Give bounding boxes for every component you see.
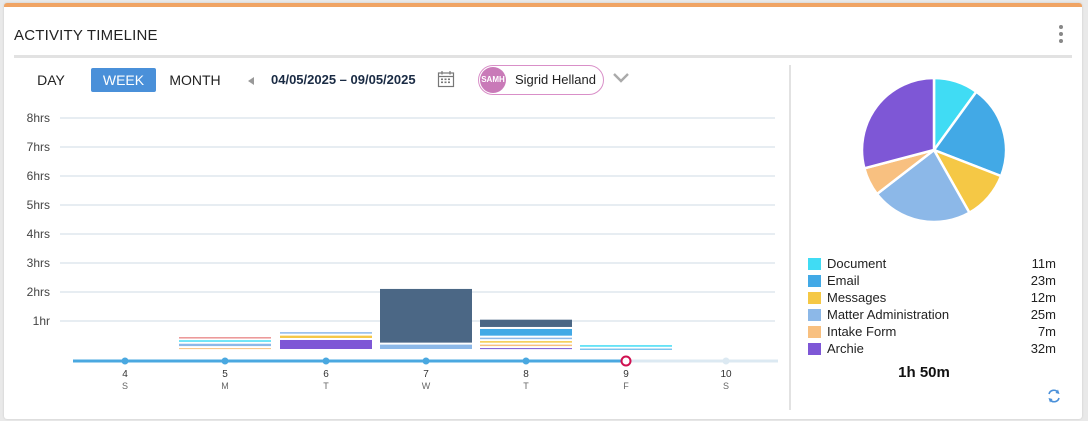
legend-item-intake-form: Intake Form 7m [806,324,1056,341]
legend-value: 25m [1030,307,1056,322]
legend-value: 23m [1030,273,1056,288]
x-tick-date: 8 [523,369,529,380]
legend-item-email: Email 23m [806,273,1056,290]
legend-value: 12m [1030,290,1056,305]
legend-label: Intake Form [827,324,897,339]
timeline-marker [522,357,530,365]
tab-day[interactable]: DAY [37,72,65,88]
y-tick-label: 4hrs [27,227,50,241]
x-tick-date: 10 [720,369,732,380]
calendar-icon[interactable] [437,70,455,88]
legend-swatch [808,309,821,321]
date-range: 04/05/2025 – 09/05/2025 [271,72,416,87]
bar-segment [580,345,672,347]
timeline-marker [322,357,330,365]
pie-slice [875,148,972,224]
legend-swatch [808,258,821,270]
x-tick-date: 5 [222,369,228,380]
legend-label: Messages [827,290,887,305]
legend-label: Archie [827,341,864,356]
y-tick-label: 3hrs [27,256,50,270]
bar-segment [480,341,572,343]
legend-value: 7m [1037,324,1056,339]
y-tick-label: 2hrs [27,285,50,299]
bar-segment [179,340,271,342]
kebab-menu-icon[interactable] [1058,25,1064,45]
x-tick-date: 9 [623,369,629,380]
bar-segment [380,288,472,343]
pie-legend: Document 11m Email 23m Messages 12m Matter … [806,256,1056,358]
x-tick-weekday: T [523,381,529,391]
legend-item-messages: Messages 12m [806,290,1056,307]
timeline-marker [422,357,430,365]
y-tick-label: 6hrs [27,169,50,183]
bar-segment [280,335,372,338]
x-tick-weekday: W [422,381,431,391]
bar-segment [179,343,271,347]
bar-segment [280,332,372,334]
widget-title: ACTIVITY TIMELINE [14,27,158,44]
timeline-marker [221,357,229,365]
legend-item-matter-administration: Matter Administration 25m [806,307,1056,324]
bar-segment [179,337,271,339]
bar-segment [480,344,572,347]
header-divider [14,55,1072,58]
x-tick-weekday: S [122,381,128,391]
y-tick-label: 5hrs [27,198,50,212]
legend-item-document: Document 11m [806,256,1056,273]
legend-swatch [808,275,821,287]
chevron-left-icon[interactable] [248,77,254,85]
y-tick-label: 7hrs [27,140,50,154]
x-tick-weekday: S [723,381,729,391]
refresh-icon[interactable] [1046,388,1062,404]
legend-label: Document [827,256,887,271]
bar-segment [480,328,572,336]
total-time: 1h 50m [898,364,950,381]
legend-swatch [808,292,821,304]
x-tick-date: 6 [323,369,329,380]
x-tick-weekday: F [623,381,629,391]
legend-value: 11m [1031,256,1056,271]
pie-slice [860,76,936,170]
y-tick-label: 8hrs [27,111,50,125]
bar-segment [580,348,672,350]
x-tick-date: 4 [122,369,128,380]
chevron-down-icon[interactable] [612,72,630,84]
panel-divider [789,65,791,410]
bar-segment [480,319,572,327]
x-tick-date: 7 [423,369,429,380]
legend-label: Email [827,273,860,288]
x-tick-weekday: T [323,381,329,391]
pie-slice [932,90,1008,178]
legend-swatch [808,343,821,355]
legend-swatch [808,326,821,338]
bar-segment [280,339,372,349]
timeline-marker [121,357,129,365]
legend-item-archie: Archie 32m [806,341,1056,358]
bar-segment [480,348,572,350]
avatar: SAMH [480,67,506,93]
bar-segment [179,348,271,350]
x-tick-weekday: M [221,381,229,391]
legend-label: Matter Administration [827,307,950,322]
timeline-today-marker [620,355,632,367]
legend-value: 32m [1030,341,1056,356]
user-name: Sigrid Helland [515,72,596,87]
user-selector[interactable]: SAMH Sigrid Helland [478,65,604,95]
tab-month[interactable]: MONTH [169,72,221,88]
timeline-marker [722,357,730,365]
bar-segment [480,337,572,340]
y-tick-label: 1hr [33,314,50,328]
bar-segment [380,344,472,349]
tab-week[interactable]: WEEK [91,68,156,92]
